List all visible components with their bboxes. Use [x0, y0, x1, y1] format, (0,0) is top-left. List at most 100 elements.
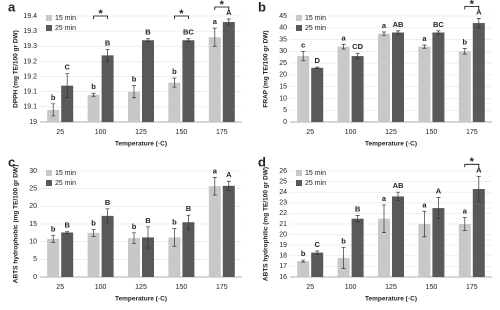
- bar: [208, 186, 221, 277]
- y-tick-label: 5: [33, 256, 37, 263]
- bar: [297, 56, 310, 122]
- bracket: [214, 6, 230, 11]
- bar: [222, 22, 235, 122]
- x-tick-label: 125: [135, 129, 147, 136]
- y-tick-label: 23: [279, 200, 287, 207]
- significance-letter: b: [172, 67, 177, 76]
- x-axis-label: Temperature (◦C): [115, 141, 167, 148]
- y-tick-label: 25: [279, 60, 287, 67]
- legend-label: 15 min: [305, 170, 326, 177]
- significance-letter: B: [145, 216, 151, 225]
- y-tick-label: 10: [279, 95, 287, 102]
- bar: [101, 215, 114, 277]
- x-tick-label: 100: [345, 284, 357, 291]
- error-bar: [396, 30, 400, 35]
- error-bar: [315, 66, 320, 69]
- x-tick-label: 150: [176, 284, 188, 291]
- error-bar: [422, 44, 427, 49]
- y-tick-label: 26: [279, 168, 287, 175]
- bar: [311, 67, 324, 122]
- significance-letter: b: [301, 249, 306, 258]
- x-tick-label: 175: [216, 284, 228, 291]
- significance-letter: B: [64, 220, 70, 229]
- y-tick-label: 19.2: [23, 73, 37, 80]
- bar: [87, 232, 100, 277]
- bar: [61, 85, 74, 122]
- y-tick-label: 15: [29, 221, 37, 228]
- panel: c 0 5 10 15 20 25 30 ABTS hydrophobic (mg TE/100…: [8, 154, 242, 303]
- x-tick-label: 150: [176, 129, 188, 136]
- bar: [61, 232, 74, 277]
- bar: [472, 189, 485, 277]
- bar: [458, 51, 471, 123]
- significance-letter: a: [422, 200, 427, 209]
- significance-letter: a: [213, 17, 218, 26]
- significance-letter: A: [476, 7, 482, 16]
- x-tick-label: 100: [95, 129, 107, 136]
- significance-letter: BC: [433, 20, 444, 29]
- error-bar: [65, 231, 70, 234]
- x-tick-label: 100: [345, 129, 357, 136]
- significance-letter: A: [226, 170, 232, 179]
- error-bar: [172, 77, 177, 88]
- bar: [418, 224, 431, 277]
- x-tick-label: 150: [426, 129, 438, 136]
- significance-letter: b: [132, 75, 137, 84]
- panel-letter: b: [258, 0, 266, 14]
- x-tick-label: 175: [216, 129, 228, 136]
- significance-letter: A: [476, 165, 482, 174]
- legend-label: 15 min: [305, 15, 326, 22]
- error-bar: [51, 234, 56, 243]
- y-tick-label: 45: [279, 13, 287, 20]
- significance-letter: B: [145, 28, 151, 37]
- x-tick-label: 25: [56, 284, 64, 291]
- bar: [101, 55, 114, 122]
- bracket: [93, 15, 108, 19]
- bar: [297, 261, 310, 277]
- bar: [432, 208, 445, 277]
- legend-label: 25 min: [305, 25, 326, 32]
- bar: [168, 237, 181, 277]
- significance-letter: B: [186, 204, 192, 213]
- error-bar: [355, 52, 360, 60]
- y-axis-label: DPPH (mg TE/100 gr DW): [13, 30, 20, 108]
- y-tick-label: 17: [279, 263, 287, 270]
- asterisk: *: [470, 0, 475, 10]
- significance-letter: BC: [183, 28, 194, 37]
- significance-letter: B: [355, 205, 361, 214]
- significance-letter: CD: [352, 42, 363, 51]
- error-bar: [462, 217, 467, 231]
- significance-letter: a: [342, 33, 347, 42]
- bracket: [464, 163, 480, 168]
- y-tick-label: 20: [29, 203, 37, 210]
- y-tick-label: 5: [283, 107, 287, 114]
- error-bar: [422, 210, 427, 238]
- y-tick-label: 30: [29, 168, 37, 175]
- legend-swatch: [46, 25, 52, 31]
- error-bar: [51, 103, 56, 117]
- x-tick-label: 100: [95, 284, 107, 291]
- x-tick-label: 25: [306, 129, 314, 136]
- error-bar: [226, 18, 231, 26]
- significance-letter: D: [314, 56, 320, 65]
- x-tick-label: 175: [466, 129, 478, 136]
- bar: [142, 237, 154, 277]
- y-tick-label: 40: [279, 25, 287, 32]
- significance-letter: a: [422, 34, 427, 43]
- bracket: [464, 5, 480, 10]
- significance-letter: c: [301, 40, 305, 49]
- legend-swatch: [296, 15, 302, 21]
- error-bar: [146, 226, 150, 249]
- error-bar: [476, 175, 481, 203]
- x-tick-label: 125: [385, 284, 397, 291]
- legend-label: 25 min: [55, 180, 76, 187]
- y-tick-label: 35: [279, 36, 287, 43]
- bar: [222, 185, 235, 277]
- y-tick-label: 22: [279, 210, 287, 217]
- bracket: [174, 15, 189, 19]
- error-bar: [396, 191, 400, 202]
- significance-letter: b: [463, 37, 468, 46]
- bar: [168, 82, 181, 122]
- significance-letter: a: [382, 194, 387, 203]
- bar: [458, 224, 471, 277]
